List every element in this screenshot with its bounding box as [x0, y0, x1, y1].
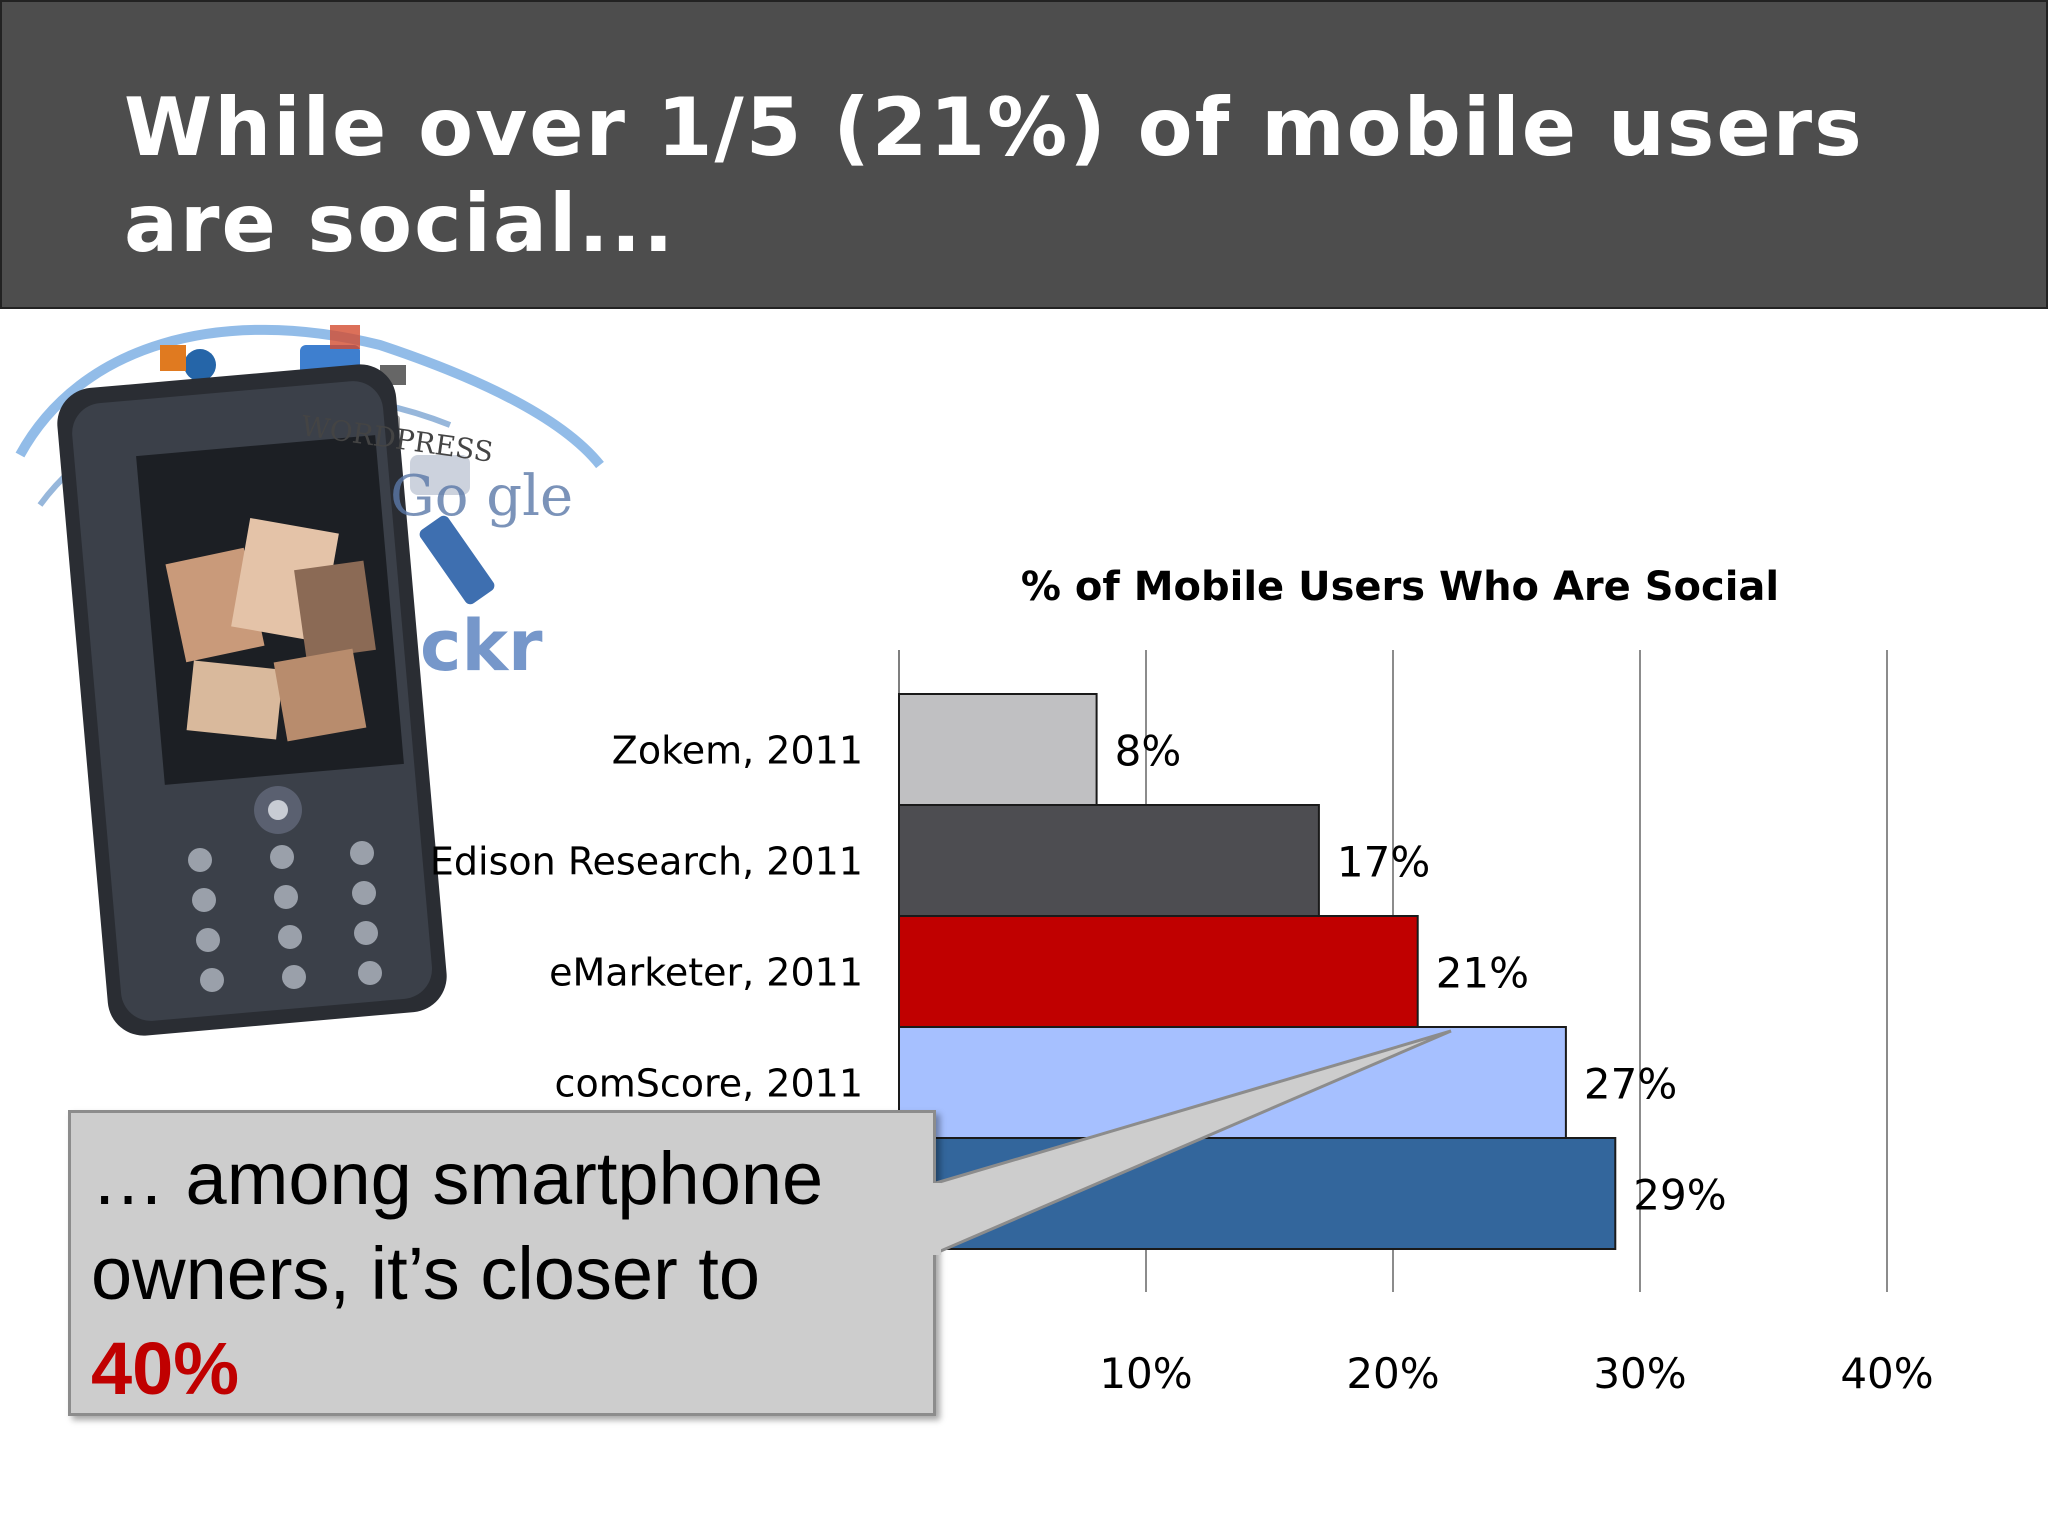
data-label: 27% [1584, 1060, 1677, 1109]
bar [898, 693, 1098, 806]
data-label: 8% [1115, 727, 1182, 776]
x-tick-label: 30% [1593, 1349, 1686, 1398]
data-label: 17% [1337, 838, 1430, 887]
svg-text:Go gle: Go gle [390, 464, 573, 529]
data-labels: 8% 17% 21% 27% 29% [1115, 727, 1727, 1220]
category-label: comScore, 2011 [555, 1062, 863, 1106]
bar [898, 804, 1320, 917]
callout-highlight: 40% [91, 1327, 240, 1410]
category-label: eMarketer, 2011 [549, 951, 863, 995]
x-tick-label: 40% [1840, 1349, 1933, 1398]
slide-header: While over 1/5 (21%) of mobile users are… [0, 0, 2048, 309]
slide-title: While over 1/5 (21%) of mobile users are… [124, 81, 1864, 270]
x-tick-label: 10% [1099, 1349, 1192, 1398]
x-tick-label: 20% [1346, 1349, 1439, 1398]
x-tick-labels: 10% 20% 30% 40% [1099, 1349, 1933, 1398]
bar [898, 915, 1419, 1028]
category-label: Edison Research, 2011 [430, 840, 863, 884]
data-label: 29% [1633, 1171, 1726, 1220]
chart-title: % of Mobile Users Who Are Social [1021, 564, 1779, 610]
category-label: Zokem, 2011 [612, 729, 863, 773]
callout-text: … among smartphone owners, it’s closer t… [91, 1131, 931, 1416]
mobile-phone-with-social-logos-icon: WORDPRESS Go gle ckr [15, 324, 604, 1036]
phone-illustration: WORDPRESS Go gle ckr [15, 324, 604, 1036]
callout-box: … among smartphone owners, it’s closer t… [68, 1029, 1452, 1416]
callout-body: … among smartphone owners, it’s closer t… [91, 1137, 824, 1315]
data-label: 21% [1436, 949, 1529, 998]
callout-pointer [933, 1029, 1452, 1256]
svg-text:ckr: ckr [420, 605, 543, 687]
category-labels: Zokem, 2011 Edison Research, 2011 eMarkete… [430, 729, 863, 1106]
bars [898, 693, 1617, 1250]
